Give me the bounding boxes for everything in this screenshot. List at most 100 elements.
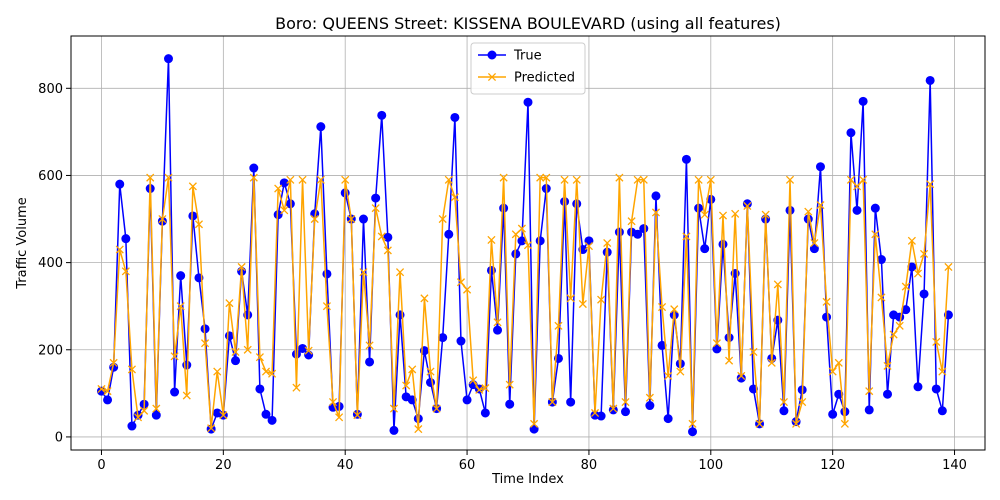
data-point-true bbox=[937, 406, 947, 416]
data-point-true bbox=[584, 236, 594, 246]
data-point-predicted bbox=[926, 180, 935, 189]
data-point-predicted bbox=[292, 383, 301, 392]
data-point-true bbox=[176, 271, 186, 281]
data-point-predicted bbox=[310, 214, 319, 224]
data-point-predicted bbox=[804, 207, 813, 216]
x-tick-label: 80 bbox=[581, 458, 598, 473]
data-point-predicted bbox=[889, 330, 898, 339]
data-point-predicted bbox=[103, 387, 112, 396]
data-point-true bbox=[480, 408, 490, 418]
data-point-predicted bbox=[493, 318, 502, 327]
data-point-true bbox=[261, 409, 271, 419]
data-point-predicted bbox=[200, 339, 210, 348]
data-point-true bbox=[438, 333, 448, 343]
data-point-true bbox=[456, 336, 466, 346]
data-point-predicted bbox=[517, 224, 526, 233]
data-point-predicted bbox=[688, 419, 697, 428]
data-point-predicted bbox=[883, 361, 892, 370]
data-point-predicted bbox=[773, 280, 782, 289]
data-point-true bbox=[365, 357, 375, 367]
data-point-predicted bbox=[481, 384, 490, 393]
chart-title: Boro: QUEENS Street: KISSENA BOULEVARD (… bbox=[275, 14, 781, 33]
data-point-predicted bbox=[584, 241, 593, 251]
data-point-true bbox=[748, 384, 758, 394]
data-point-predicted bbox=[828, 367, 837, 376]
data-point-true bbox=[566, 397, 576, 407]
data-point-predicted bbox=[785, 175, 795, 184]
data-point-true bbox=[633, 229, 643, 239]
data-point-predicted bbox=[304, 346, 313, 355]
data-point-true bbox=[493, 325, 503, 335]
data-point-true bbox=[377, 110, 387, 120]
data-point-true bbox=[462, 395, 472, 405]
data-point-predicted bbox=[664, 371, 673, 380]
data-point-predicted bbox=[127, 365, 136, 374]
data-point-predicted bbox=[846, 175, 856, 184]
data-point-true bbox=[639, 224, 649, 234]
data-point-true bbox=[870, 203, 880, 213]
data-point-predicted bbox=[170, 352, 179, 361]
data-point-predicted bbox=[609, 404, 618, 413]
y-axis-title: Traffic Volume bbox=[15, 197, 30, 290]
data-point-predicted bbox=[359, 268, 368, 277]
data-point-predicted bbox=[146, 173, 155, 182]
data-point-predicted bbox=[140, 406, 149, 415]
data-point-predicted bbox=[389, 404, 399, 413]
data-point-true bbox=[188, 211, 198, 221]
series-line-predicted bbox=[101, 176, 950, 430]
data-point-true bbox=[231, 356, 241, 366]
data-point-true bbox=[681, 154, 691, 164]
data-point-true bbox=[712, 344, 722, 354]
series-predicted bbox=[97, 173, 953, 434]
data-point-true bbox=[688, 427, 698, 437]
data-point-predicted bbox=[627, 217, 636, 226]
data-point-predicted bbox=[249, 173, 258, 182]
data-point-predicted bbox=[761, 210, 770, 219]
data-point-predicted bbox=[706, 175, 715, 184]
data-point-predicted bbox=[792, 419, 801, 428]
data-point-predicted bbox=[907, 236, 916, 245]
y-tick-label: 0 bbox=[55, 430, 63, 445]
x-tick-label: 40 bbox=[337, 458, 354, 473]
data-point-true bbox=[505, 399, 515, 409]
data-point-predicted bbox=[767, 358, 776, 367]
data-point-predicted bbox=[255, 353, 264, 362]
data-point-predicted bbox=[225, 299, 234, 308]
data-point-true bbox=[523, 97, 533, 107]
data-point-predicted bbox=[700, 210, 709, 219]
data-point-true bbox=[115, 179, 125, 189]
data-point-true bbox=[304, 350, 314, 360]
data-point-predicted bbox=[913, 269, 923, 278]
data-point-predicted bbox=[749, 347, 758, 357]
data-point-predicted bbox=[499, 173, 508, 182]
data-point-predicted bbox=[414, 425, 423, 434]
data-point-true bbox=[700, 244, 710, 254]
data-point-predicted bbox=[755, 419, 764, 428]
data-point-true bbox=[651, 191, 661, 201]
data-point-true bbox=[913, 382, 923, 392]
data-point-predicted bbox=[798, 398, 807, 407]
data-point-true bbox=[249, 163, 259, 173]
data-point-predicted bbox=[158, 214, 167, 224]
plot-frame bbox=[70, 35, 986, 451]
data-point-true bbox=[163, 54, 173, 64]
data-point-true bbox=[931, 384, 941, 394]
data-point-true bbox=[724, 333, 734, 343]
data-point-true bbox=[895, 312, 905, 322]
data-point-predicted bbox=[365, 341, 374, 350]
data-point-predicted bbox=[402, 381, 411, 390]
data-point-predicted bbox=[505, 380, 514, 389]
data-point-predicted bbox=[109, 358, 118, 367]
data-point-predicted bbox=[572, 175, 581, 184]
data-point-true bbox=[663, 414, 673, 424]
data-point-true bbox=[127, 421, 137, 431]
data-point-predicted bbox=[298, 175, 307, 184]
x-tick-label: 0 bbox=[97, 458, 105, 473]
data-point-predicted bbox=[603, 238, 612, 248]
data-point-predicted bbox=[219, 411, 228, 420]
data-point-true bbox=[103, 395, 113, 405]
data-point-predicted bbox=[237, 262, 246, 272]
data-point-predicted bbox=[871, 230, 880, 239]
data-point-true bbox=[852, 205, 862, 215]
